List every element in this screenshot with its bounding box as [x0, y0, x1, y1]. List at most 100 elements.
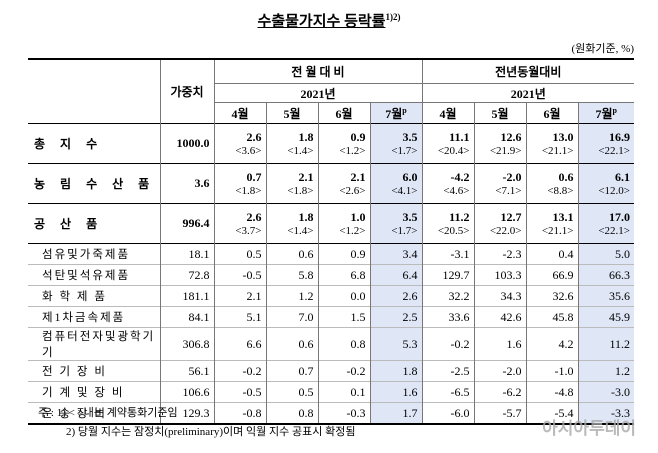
- value-cell: -3.0: [577, 381, 634, 403]
- prelim-mark: p: [612, 105, 617, 115]
- value: 2.1: [350, 170, 366, 184]
- weight: 84.1: [159, 306, 214, 328]
- watermark: 아시아투데이: [542, 419, 636, 439]
- value-cell: -0.5: [213, 264, 266, 286]
- month-header: 6월: [317, 102, 370, 124]
- main-row: 농 림 수 산 품 3.6 0.7 <1.8> 2.1 <1.8> 2.1 <2.6> 6.0 <…: [28, 163, 634, 204]
- month-header: 5월: [265, 102, 318, 124]
- value: -2.0: [502, 170, 522, 184]
- value-cell: 3.5 <1.7>: [369, 203, 422, 244]
- value-cell: 6.0 <4.1>: [369, 163, 422, 204]
- weight: 72.8: [159, 264, 214, 286]
- month-label: 6월: [335, 106, 353, 121]
- row-label: 전 기 장 비: [28, 360, 160, 382]
- value-cell: 1.8: [369, 360, 422, 382]
- value: 16.9: [609, 130, 630, 144]
- value: 3.5: [402, 130, 418, 144]
- value-cell: 0.1: [317, 381, 370, 403]
- value-cell: 1.2: [577, 360, 634, 382]
- month-header: 6월: [525, 102, 578, 124]
- value-cell: 0.4: [525, 243, 578, 265]
- value: 2.6: [246, 210, 262, 224]
- value-cell: -3.1: [421, 243, 474, 265]
- value-cell: -3.3: [577, 402, 634, 425]
- value: -4.2: [450, 170, 470, 184]
- note-text: 2) 당월 지수는 잠정치(preliminary)이며 익월 지수 공표시 확…: [66, 426, 356, 438]
- contract-value: <1.4>: [287, 225, 314, 237]
- contract-value: <1.2>: [339, 225, 366, 237]
- contract-value: <1.7>: [391, 145, 418, 157]
- value-cell: -6.0: [421, 402, 474, 425]
- value-cell: 0.9: [317, 243, 370, 265]
- month-label: 5월: [491, 106, 509, 121]
- value-cell: 0.5: [265, 381, 318, 403]
- value-cell: 1.6: [473, 327, 526, 361]
- value-cell: 13.0 <21.1>: [525, 123, 578, 164]
- contract-value: <1.4>: [287, 145, 314, 157]
- value-cell: 0.6: [265, 243, 318, 265]
- value-cell: 17.0 <22.1>: [577, 203, 634, 244]
- value-cell: 1.2: [265, 285, 318, 307]
- value-cell: -2.0 <7.1>: [473, 163, 526, 204]
- value-cell: 3.4: [369, 243, 422, 265]
- value-cell: 1.8 <1.4>: [265, 123, 318, 164]
- unit: (원화기준, %): [571, 43, 634, 55]
- contract-value: <4.1>: [391, 185, 418, 197]
- value-cell: -0.2: [213, 360, 266, 382]
- note: 2) 당월 지수는 잠정치(preliminary)이며 익월 지수 공표시 확…: [38, 423, 355, 442]
- contract-value: <4.6>: [443, 185, 470, 197]
- value-cell: 12.6 <21.9>: [473, 123, 526, 164]
- value: 0.7: [246, 170, 262, 184]
- value-cell: 4.2: [525, 327, 578, 361]
- value-cell: 2.1: [213, 285, 266, 307]
- contract-value: <3.6>: [235, 145, 262, 157]
- value-cell: 32.2: [421, 285, 474, 307]
- value-cell: 33.6: [421, 306, 474, 328]
- value-cell: -2.5: [421, 360, 474, 382]
- value-cell: -0.2: [421, 327, 474, 361]
- value-cell: -0.5: [213, 381, 266, 403]
- value: 3.5: [402, 210, 418, 224]
- value-cell: 2.1 <1.8>: [265, 163, 318, 204]
- month-header: 5월: [473, 102, 526, 124]
- contract-value: <21.1>: [541, 225, 574, 237]
- value-cell: 6.4: [369, 264, 422, 286]
- value-cell: 1.5: [317, 306, 370, 328]
- value: 0.9: [350, 130, 366, 144]
- month-label: 5월: [283, 106, 301, 121]
- main-row: 총 지 수 1000.0 2.6 <3.6> 1.8 <1.4> 0.9 <1.2> 3.5 <1…: [28, 123, 634, 164]
- value-cell: -5.7: [473, 402, 526, 425]
- title: 수출물가지수 등락률1)2): [0, 10, 658, 31]
- note-text: 1) < >내는 계약통화기준임: [56, 407, 178, 419]
- value: 1.0: [350, 210, 366, 224]
- row-label: 공 산 품: [28, 203, 160, 244]
- weight: 3.6: [159, 163, 214, 204]
- value-cell: 0.8: [265, 402, 318, 425]
- contract-value: <3.7>: [235, 225, 262, 237]
- value-cell: -4.8: [525, 381, 578, 403]
- row-label: 총 지 수: [28, 123, 160, 164]
- value-cell: 0.7 <1.8>: [213, 163, 266, 204]
- value-cell: 11.2: [577, 327, 634, 361]
- month-label: 4월: [439, 106, 457, 121]
- value-cell: -0.8: [213, 402, 266, 425]
- month-header: 7월p: [577, 102, 634, 124]
- sub-row: 전 기 장 비 56.1 -0.2 0.7 -0.2 1.8 -2.5 -2.0 -1.0 1.2: [28, 360, 634, 382]
- month-label: 7월: [385, 106, 403, 121]
- contract-value: <1.2>: [339, 145, 366, 157]
- title-footnote: 1)2): [385, 12, 401, 22]
- note: 주 : 1) < >내는 계약통화기준임: [38, 404, 355, 423]
- value: 11.1: [449, 130, 470, 144]
- value: 1.8: [298, 130, 314, 144]
- main-row: 공 산 품 996.4 2.6 <3.7> 1.8 <1.4> 1.0 <1.2> 3.5 <1.…: [28, 203, 634, 244]
- value-cell: -5.4: [525, 402, 578, 425]
- group-header: 전년동월대비: [421, 58, 634, 84]
- value-cell: 1.6: [369, 381, 422, 403]
- value: 12.7: [500, 210, 522, 224]
- weight: 306.8: [159, 327, 214, 361]
- value-cell: 0.6 <8.8>: [525, 163, 578, 204]
- value-cell: 1.7: [369, 402, 422, 425]
- value-cell: 1.0 <1.2>: [317, 203, 370, 244]
